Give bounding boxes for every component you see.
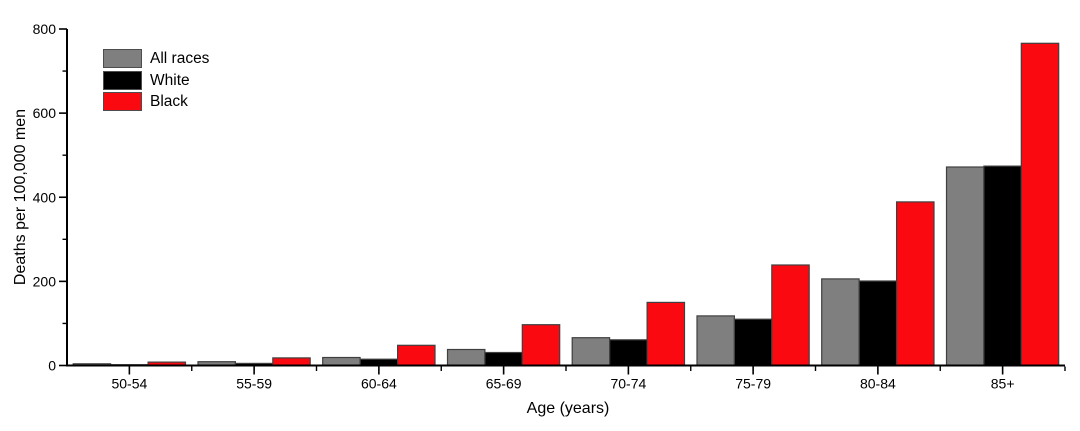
x-tick-label: 80-84 [860,376,896,392]
x-tick-label: 70-74 [610,376,646,392]
x-tick-label: 85+ [991,376,1015,392]
bar-black-65-69 [521,324,561,367]
bar-black-60-64 [397,344,436,367]
bar-white-65-69 [484,351,523,367]
bar-black-70-74 [646,301,686,367]
y-tick-label: 800 [33,21,57,37]
bar-white-85 [983,165,1022,367]
legend-row-black: Black [103,92,209,111]
legend-label-white: White [150,71,190,89]
x-tick-label: 65-69 [486,376,522,392]
bar-all-races-75-79 [696,315,736,367]
bar-all-races-65-69 [446,348,486,367]
x-axis-title: Age (years) [526,400,610,417]
bar-black-55-59 [272,357,311,367]
bar-all-races-85 [945,166,985,367]
y-tick-label: 400 [33,189,57,205]
bar-black-80-84 [895,201,935,367]
y-tick-label: 600 [33,105,57,121]
legend-row-white: White [103,70,209,90]
bar-all-races-80-84 [821,278,860,367]
legend-label-all-races: All races [150,50,210,67]
y-tick-label: 0 [48,358,56,374]
x-tick-label: 55-59 [236,376,272,392]
legend-label-black: Black [150,93,188,110]
legend: All races White Black [103,49,209,114]
x-tick-label: 50-54 [111,376,147,392]
bar-black-75-79 [771,264,810,367]
bar-white-80-84 [858,280,898,367]
bar-all-races-70-74 [571,337,611,367]
x-tick-label: 60-64 [361,376,397,392]
y-axis-title: Deaths per 100,000 men [12,108,29,286]
bar-black-85 [1020,42,1060,367]
x-tick-label: 75-79 [735,376,771,392]
legend-row-all-races: All races [103,49,209,68]
legend-swatch-white [103,70,142,90]
legend-swatch-black [103,92,142,111]
y-tick-label: 200 [33,273,57,289]
bar-white-70-74 [609,339,648,367]
bar-white-75-79 [733,318,773,367]
legend-swatch-all-races [103,49,142,68]
bar-all-races-60-64 [322,356,361,367]
